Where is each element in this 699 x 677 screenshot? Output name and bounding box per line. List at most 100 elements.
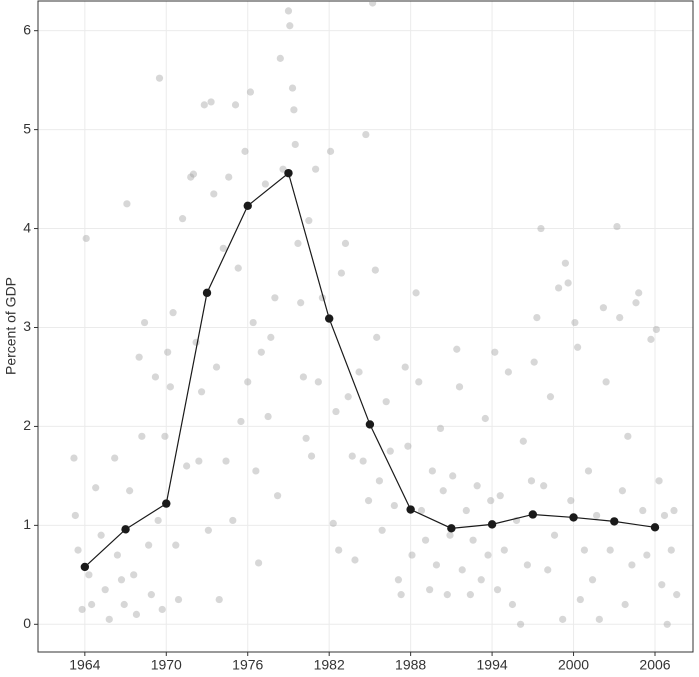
scatter-point	[544, 566, 552, 574]
scatter-point	[314, 378, 322, 386]
scatter-point	[244, 378, 252, 386]
scatter-point	[426, 586, 434, 594]
scatter-point	[249, 318, 257, 327]
scatter-point	[158, 605, 166, 614]
scatter-point	[355, 368, 363, 376]
scatter-point	[415, 378, 423, 386]
x-tick-label: 1988	[395, 657, 426, 673]
scatter-point	[455, 383, 464, 391]
scatter-point	[140, 318, 149, 327]
scatter-point	[550, 531, 559, 539]
scatter-point	[477, 576, 485, 584]
scatter-point	[204, 526, 212, 534]
scatter-point	[151, 373, 160, 381]
scatter-point	[493, 586, 502, 594]
y-tick-label: 3	[23, 318, 31, 334]
scatter-point	[658, 581, 666, 589]
scatter-point	[117, 576, 126, 584]
scatter-point	[473, 482, 481, 490]
scatter-point	[628, 561, 636, 569]
plot-background	[38, 1, 693, 652]
scatter-point	[530, 358, 538, 366]
scatter-point	[286, 22, 294, 30]
scatter-point	[559, 615, 567, 623]
scatter-point	[481, 414, 489, 423]
scatter-point	[305, 217, 313, 225]
line-point	[324, 314, 334, 323]
y-axis-label: Percent of GDP	[3, 277, 19, 375]
scatter-point	[341, 239, 350, 247]
scatter-point	[390, 501, 398, 510]
scatter-point	[436, 424, 445, 433]
scatter-point	[290, 106, 298, 114]
scatter-point	[621, 600, 629, 609]
scatter-point	[408, 551, 416, 559]
scatter-point	[386, 447, 394, 455]
scatter-point	[670, 506, 678, 515]
scatter-point	[469, 536, 477, 544]
scatter-point	[571, 318, 579, 327]
x-tick-label: 1982	[314, 657, 345, 673]
scatter-point	[500, 546, 508, 554]
scatter-point	[335, 546, 343, 554]
scatter-point	[673, 591, 681, 599]
scatter-point	[261, 180, 269, 188]
scatter-point	[200, 101, 208, 109]
scatter-point	[274, 492, 282, 500]
scatter-point	[174, 595, 183, 604]
scatter-point	[229, 516, 237, 525]
scatter-point	[105, 615, 113, 623]
x-tick-label: 1970	[151, 657, 182, 673]
scatter-point	[449, 472, 457, 480]
line-point	[365, 420, 375, 429]
scatter-point	[172, 541, 180, 549]
scatter-point	[178, 215, 187, 223]
scatter-point	[639, 506, 647, 515]
scatter-point	[613, 222, 621, 231]
line-point	[202, 288, 212, 298]
scatter-point	[588, 576, 597, 584]
scatter-point	[189, 170, 198, 178]
scatter-point	[92, 484, 100, 492]
scatter-point	[397, 591, 405, 599]
line-point	[121, 525, 130, 534]
scatter-point	[164, 348, 172, 356]
scatter-point	[616, 313, 624, 322]
scatter-point	[276, 54, 284, 62]
scatter-point	[231, 101, 240, 109]
scatter-point	[655, 477, 663, 485]
scatter-point	[187, 173, 195, 181]
y-tick-label: 5	[23, 120, 31, 136]
scatter-point	[264, 412, 272, 421]
scatter-point	[329, 519, 337, 527]
scatter-point	[82, 234, 90, 243]
scatter-point	[555, 284, 563, 292]
scatter-point	[234, 264, 242, 272]
scatter-point	[446, 531, 454, 539]
scatter-point	[364, 497, 373, 505]
scatter-point	[359, 457, 367, 465]
scatter-point	[215, 595, 223, 604]
scatter-point	[519, 437, 527, 445]
scatter-point	[132, 610, 141, 619]
scatter-point	[145, 541, 153, 549]
scatter-point	[166, 383, 174, 391]
x-tick-label: 1964	[69, 657, 100, 673]
scatter-point	[523, 561, 531, 569]
y-tick-label: 6	[23, 21, 31, 37]
scatter-point	[135, 353, 143, 361]
line-point	[284, 168, 293, 178]
scatter-point	[241, 147, 249, 155]
scatter-point	[207, 98, 215, 106]
scatter-point	[113, 551, 122, 559]
scatter-point	[332, 407, 340, 416]
scatter-point	[161, 432, 169, 440]
scatter-point	[632, 299, 640, 307]
scatter-point	[246, 88, 255, 96]
scatter-point	[635, 289, 643, 297]
scatter-point	[294, 239, 302, 247]
scatter-point	[618, 487, 627, 495]
scatter-point	[267, 333, 275, 341]
scatter-point	[369, 0, 377, 7]
scatter-point	[432, 561, 441, 569]
